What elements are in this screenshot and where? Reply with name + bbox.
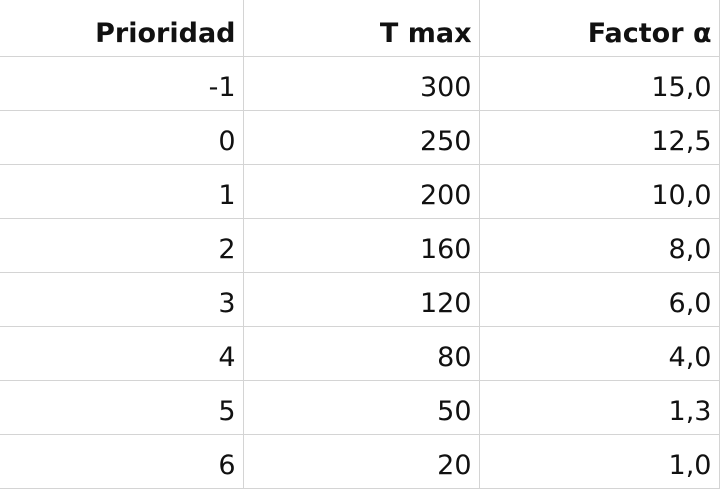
cell-prioridad[interactable]: -1 [0, 55, 244, 111]
table-row: 4 80 4,0 [0, 325, 720, 381]
cell-prioridad[interactable]: 3 [0, 271, 244, 327]
cell-factor-alpha[interactable]: 15,0 [478, 55, 720, 111]
cell-t-max[interactable]: 120 [242, 271, 480, 327]
cell-t-max[interactable]: 300 [242, 55, 480, 111]
header-cell-factor-alpha[interactable]: Factor α [478, 0, 720, 57]
cell-t-max[interactable]: 200 [242, 163, 480, 219]
cell-factor-alpha[interactable]: 1,0 [478, 433, 720, 489]
table-row: 6 20 1,0 [0, 433, 720, 489]
cell-factor-alpha[interactable]: 4,0 [478, 325, 720, 381]
cell-prioridad[interactable]: 2 [0, 217, 244, 273]
cell-t-max[interactable]: 50 [242, 379, 480, 435]
cell-factor-alpha[interactable]: 8,0 [478, 217, 720, 273]
cell-t-max[interactable]: 160 [242, 217, 480, 273]
header-cell-t-max[interactable]: T max [242, 0, 480, 57]
cell-t-max[interactable]: 20 [242, 433, 480, 489]
table-row: -1 300 15,0 [0, 55, 720, 111]
header-cell-prioridad[interactable]: Prioridad [0, 0, 244, 57]
table-row: 0 250 12,5 [0, 109, 720, 165]
cell-prioridad[interactable]: 1 [0, 163, 244, 219]
cell-prioridad[interactable]: 6 [0, 433, 244, 489]
table-row: 5 50 1,3 [0, 379, 720, 435]
cell-factor-alpha[interactable]: 12,5 [478, 109, 720, 165]
cell-factor-alpha[interactable]: 10,0 [478, 163, 720, 219]
cell-factor-alpha[interactable]: 1,3 [478, 379, 720, 435]
header-row: Prioridad T max Factor α [0, 0, 720, 57]
cell-prioridad[interactable]: 4 [0, 325, 244, 381]
cell-prioridad[interactable]: 5 [0, 379, 244, 435]
table-row: 2 160 8,0 [0, 217, 720, 273]
cell-factor-alpha[interactable]: 6,0 [478, 271, 720, 327]
table-row: 3 120 6,0 [0, 271, 720, 327]
cell-t-max[interactable]: 250 [242, 109, 480, 165]
table-row: 1 200 10,0 [0, 163, 720, 219]
cell-prioridad[interactable]: 0 [0, 109, 244, 165]
cell-t-max[interactable]: 80 [242, 325, 480, 381]
